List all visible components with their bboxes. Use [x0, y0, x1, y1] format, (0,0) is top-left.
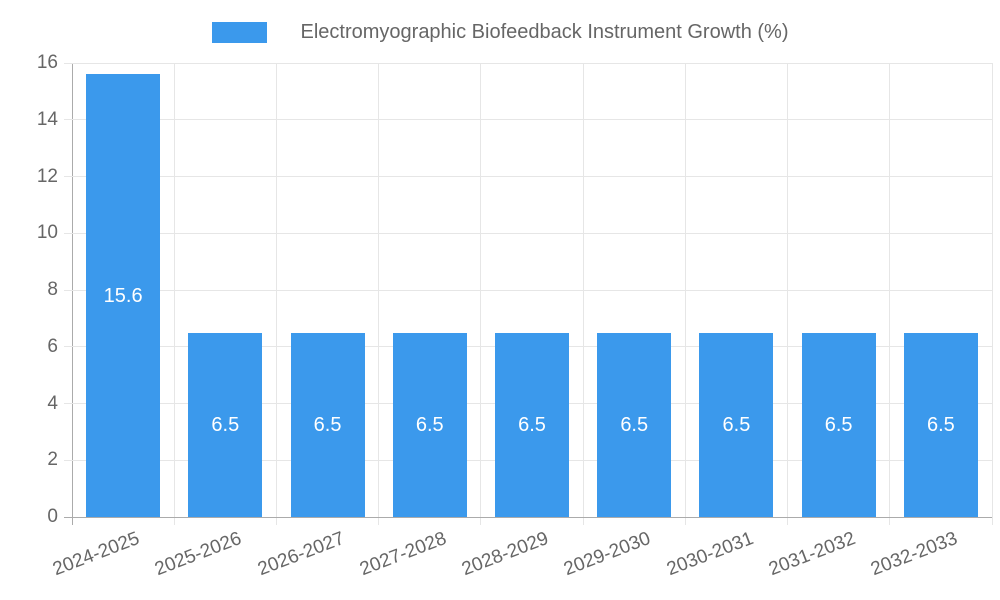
horizontal-gridline	[64, 176, 992, 177]
bar-value-label: 6.5	[313, 413, 342, 436]
y-axis-tick-label: 14	[36, 108, 58, 130]
bar-value-label: 6.5	[722, 413, 751, 436]
bar-value-label: 6.5	[926, 413, 955, 436]
x-axis-line	[64, 516, 992, 518]
bar-value-label: 15.6	[103, 284, 143, 307]
x-axis-tick-label: 2030-2031	[663, 528, 756, 581]
vertical-gridline	[480, 63, 482, 525]
y-axis-tick-label: 12	[36, 165, 58, 187]
vertical-gridline	[173, 63, 175, 525]
vertical-gridline	[275, 63, 277, 525]
legend-swatch-icon	[211, 21, 267, 43]
vertical-gridline	[787, 63, 789, 525]
bar[interactable]	[188, 332, 263, 517]
y-axis-tick-label: 8	[47, 279, 58, 300]
legend-item[interactable]: Electromyographic Biofeedback Instrument…	[211, 20, 789, 44]
x-axis-tick-label: 2031-2032	[765, 528, 859, 581]
horizontal-gridline	[64, 62, 992, 64]
x-axis-tick-label: 2026-2027	[254, 528, 348, 581]
y-axis-tick-label: 16	[36, 52, 58, 73]
legend: Electromyographic Biofeedback Instrument…	[0, 20, 1000, 44]
bar[interactable]	[290, 332, 365, 517]
x-axis-tick-label: 2032-2033	[868, 528, 961, 581]
bar[interactable]	[903, 332, 978, 517]
horizontal-gridline	[64, 232, 992, 234]
x-axis-tick-label: 2027-2028	[356, 528, 450, 581]
legend-label: Electromyographic Biofeedback Instrument…	[300, 21, 789, 43]
x-axis-tick-label: 2029-2030	[561, 528, 654, 581]
x-axis-tick-label: 2025-2026	[152, 528, 245, 581]
bar-value-label: 6.5	[518, 413, 546, 436]
bar[interactable]	[86, 74, 161, 517]
bar[interactable]	[597, 332, 672, 517]
y-axis-tick-label: 0	[47, 506, 58, 527]
bar-value-label: 6.5	[620, 413, 649, 436]
y-axis-tick-label: 6	[47, 335, 58, 357]
x-axis-tick-label: 2024-2025	[50, 528, 143, 581]
vertical-gridline	[684, 63, 686, 525]
x-axis-tick-label: 2028-2029	[459, 528, 552, 581]
y-axis-line	[71, 63, 73, 525]
horizontal-gridline	[64, 289, 992, 291]
bar[interactable]	[392, 332, 467, 517]
bar-value-label: 6.5	[824, 413, 853, 436]
vertical-gridline	[378, 63, 380, 525]
bar-value-label: 6.5	[211, 413, 240, 436]
bar[interactable]	[495, 332, 569, 517]
plot-area: 0 2 4 6 8 10 12 14 16 15.6 2024-2025 6.5 2025-2026 6.…	[37, 52, 993, 580]
vertical-gridline	[889, 63, 891, 525]
y-axis-tick-label: 10	[36, 222, 58, 244]
y-axis-tick-label: 4	[47, 392, 58, 414]
bar-value-label: 6.5	[415, 413, 444, 436]
y-axis-tick-label: 2	[47, 449, 58, 471]
bar[interactable]	[699, 332, 774, 517]
vertical-gridline	[991, 63, 993, 525]
vertical-gridline	[582, 63, 584, 525]
horizontal-gridline	[64, 119, 992, 121]
bar[interactable]	[801, 332, 876, 517]
